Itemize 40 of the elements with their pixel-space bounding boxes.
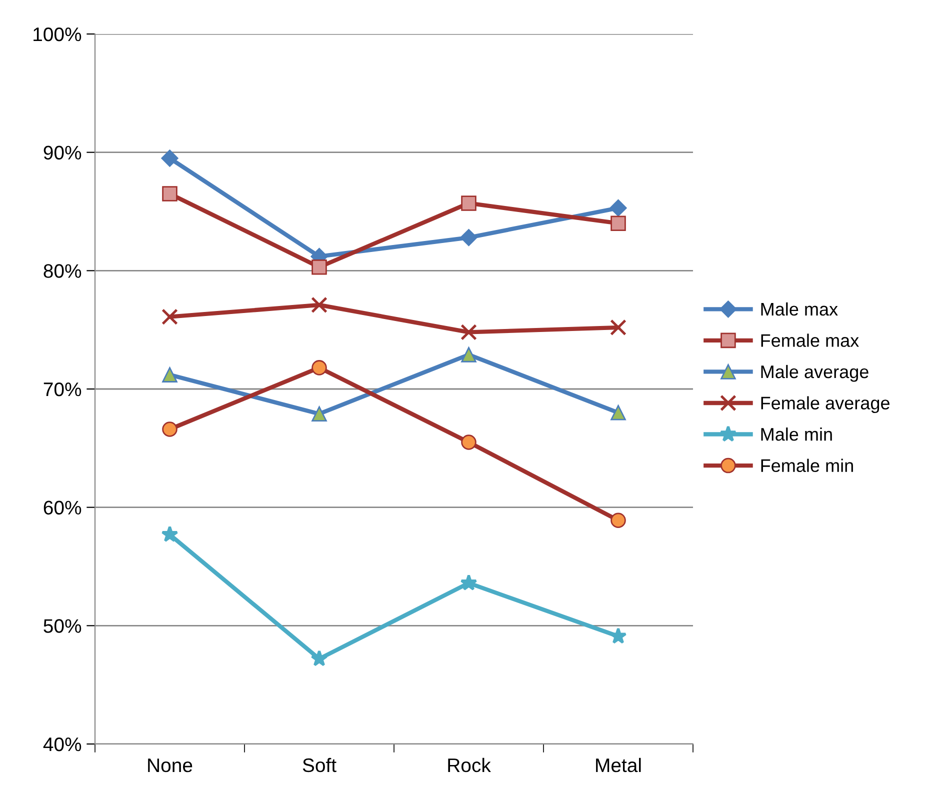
point xyxy=(610,512,626,528)
legend-label: Male max xyxy=(761,302,838,316)
x-tick-label: Metal xyxy=(596,758,641,772)
point xyxy=(162,422,178,437)
y-tick-label: 70% xyxy=(44,382,82,396)
point xyxy=(460,574,478,590)
point xyxy=(460,228,478,246)
point xyxy=(610,216,626,231)
y-tick-label: 40% xyxy=(43,737,82,752)
legend-label: Male min xyxy=(761,428,832,441)
y-tick-label: 80% xyxy=(44,264,82,278)
y-tick-label: 50% xyxy=(44,619,82,633)
point xyxy=(162,308,178,326)
point xyxy=(310,650,328,666)
legend-label: Female average xyxy=(761,396,890,414)
point xyxy=(610,199,627,216)
x-tick-label: Rock xyxy=(448,758,491,772)
point xyxy=(311,296,328,314)
y-tick-label: 60% xyxy=(44,500,82,515)
point xyxy=(461,196,476,211)
point xyxy=(162,186,178,202)
point xyxy=(610,627,627,644)
point xyxy=(312,406,327,422)
point xyxy=(161,150,178,167)
point xyxy=(610,405,626,420)
legend-label: Female min xyxy=(761,458,853,472)
point xyxy=(460,324,477,340)
x-tick-label: None xyxy=(148,758,192,772)
point xyxy=(312,360,327,376)
point xyxy=(610,319,626,336)
point xyxy=(461,434,476,450)
point xyxy=(161,526,178,542)
legend-label: Male average xyxy=(761,364,868,382)
point xyxy=(162,367,178,382)
point xyxy=(312,259,327,275)
x-tick-label: Soft xyxy=(302,758,336,772)
legend-label: Female max xyxy=(761,334,859,347)
y-tick-label: 100% xyxy=(34,27,82,42)
y-tick-label: 90% xyxy=(44,146,82,160)
point xyxy=(461,347,476,362)
